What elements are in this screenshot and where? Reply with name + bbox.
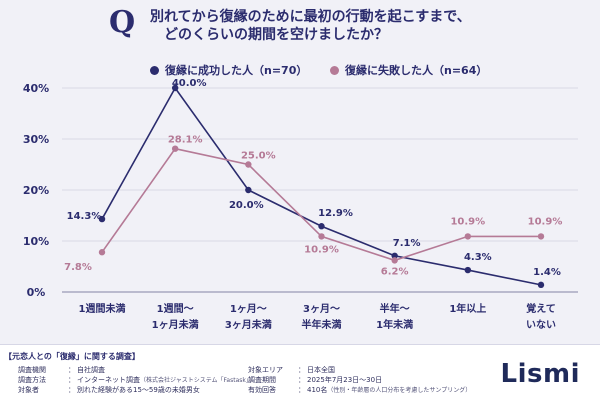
data-label-success: 20.0%: [229, 200, 264, 211]
data-point-success: [464, 266, 472, 274]
survey-key: 有効回答: [248, 386, 276, 394]
legend-item-success: 復縁に成功した人（n=70）: [150, 62, 307, 78]
x-tick-label: 半年〜: [380, 302, 410, 315]
data-label-failure: 6.2%: [381, 266, 409, 277]
line-chart: 0% 10% 20% 30% 40% 1週間未満 1週間〜 1ヶ月未満 1ヶ月〜 3ヶ月未満 3ヶ月…: [23, 78, 578, 331]
data-label-failure: 10.9%: [528, 216, 563, 227]
question-q-icon: Q: [109, 5, 136, 40]
x-tick-label: 半年未満: [302, 318, 342, 331]
survey-row-method: 調査方法 ：インターネット調査（株式会社ジャストシステム「Fastask」）: [18, 375, 255, 385]
chart-title-line-2: どのくらいの期間を空けましたか？: [164, 27, 388, 43]
survey-separator: ：: [68, 366, 75, 374]
data-label-failure: 10.9%: [304, 244, 339, 255]
data-label-failure: 28.1%: [168, 135, 203, 146]
data-label-success: 7.1%: [393, 238, 421, 249]
survey-value: インターネット調査: [77, 376, 140, 384]
chart-title-line-1: 別れてから復縁のために最初の行動を起こすまで、: [150, 9, 471, 25]
survey-row-agency: 調査機関 ：自社調査: [18, 365, 105, 375]
survey-row-period: 調査期間 ： 2025年7月23日〜30日: [248, 375, 382, 385]
y-tick-label: 0%: [27, 286, 46, 299]
survey-value: 410名: [307, 386, 328, 394]
data-label-success: 40.0%: [172, 78, 207, 89]
survey-value: 2025年7月23日〜30日: [307, 376, 383, 384]
data-point-failure: [98, 249, 106, 256]
data-label-success: 12.9%: [318, 208, 353, 219]
y-tick-label: 30%: [23, 133, 49, 146]
data-label-failure: 25.0%: [241, 151, 276, 162]
data-point-failure: [464, 233, 472, 240]
data-point-failure: [318, 233, 325, 240]
x-tick-label: 1週間未満: [79, 302, 126, 315]
data-point-failure: [171, 145, 179, 152]
chart-title-area: Q 別れてから復縁のために最初の行動を起こすまで、 どのくらいの期間を空けました…: [0, 0, 600, 48]
y-tick-label: 40%: [23, 82, 49, 95]
y-tick-label: 10%: [23, 235, 49, 248]
data-label-success: 14.3%: [67, 211, 102, 222]
chart-legend: 復縁に成功した人（n=70） 復縁に失敗した人（n=64）: [150, 62, 570, 78]
x-tick-label: 1週間〜: [157, 303, 194, 315]
x-tick-label: 1ヶ月未満: [152, 318, 199, 331]
survey-key: 調査方法: [18, 376, 46, 384]
x-tick-label: 3ヶ月〜: [303, 303, 340, 315]
legend-success-dot-icon: [150, 65, 159, 75]
survey-row-responses: 有効回答 ： 410名（性別・年齢層の人口分布を考慮したサンプリング）: [248, 385, 471, 395]
data-point-success: [318, 223, 325, 230]
legend-item-failure: 復縁に失敗した人（n=64）: [330, 62, 487, 78]
x-tick-label: 1年未満: [376, 318, 413, 331]
survey-key: 調査機関: [18, 366, 46, 374]
data-point-success: [245, 186, 252, 194]
survey-key: 対象者: [18, 386, 39, 394]
survey-row-target: 対象者 ：別れた経験がある15〜59歳の未婚男女: [18, 385, 200, 395]
data-point-failure: [391, 257, 398, 264]
survey-row-area: 対象エリア ：日本全国: [248, 365, 335, 375]
legend-failure-label: 復縁に失敗した人（n=64）: [345, 64, 488, 77]
survey-key: 調査期間: [248, 376, 276, 384]
survey-separator: ：: [298, 366, 305, 374]
survey-separator: ：: [68, 376, 75, 384]
survey-info-footer: 【元恋人との「復縁」に関する調査】 調査機関：自社調査 調査方法：インターネット…: [0, 344, 600, 400]
survey-note: （株式会社ジャストシステム「Fastask」）: [140, 377, 255, 384]
data-point-failure: [245, 161, 252, 168]
data-label-failure: 10.9%: [450, 216, 485, 227]
x-tick-label: 1ヶ月〜: [230, 303, 267, 315]
lismi-logo: Lismi: [500, 359, 580, 389]
data-point-failure: [537, 233, 545, 240]
survey-key: 対象エリア: [248, 366, 283, 374]
survey-value: 別れた経験がある15〜59歳の未婚男女: [77, 386, 200, 394]
data-label-failure: 7.8%: [64, 262, 92, 273]
survey-value: 自社調査: [77, 366, 105, 374]
data-point-success: [391, 252, 398, 259]
survey-note: （性別・年齢層の人口分布を考慮したサンプリング）: [327, 387, 472, 394]
x-tick-label: 1年以上: [449, 302, 486, 315]
x-tick-label: 3ヶ月未満: [225, 318, 272, 331]
legend-failure-dot-icon: [330, 65, 339, 75]
survey-separator: ：: [68, 386, 75, 394]
legend-success-label: 復縁に成功した人（n=70）: [165, 64, 308, 77]
survey-separator: ：: [298, 386, 305, 394]
y-tick-label: 20%: [23, 184, 49, 197]
data-label-success: 1.4%: [533, 267, 561, 278]
data-point-success: [537, 281, 545, 289]
survey-separator: ：: [298, 376, 305, 384]
data-point-success: [171, 84, 179, 92]
x-tick-label: 覚えて: [526, 302, 556, 315]
survey-value: 日本全国: [307, 366, 335, 374]
survey-title: 【元恋人との「復縁」に関する調査】: [4, 352, 140, 361]
data-label-success: 4.3%: [464, 252, 492, 263]
x-tick-label: いない: [526, 319, 556, 331]
data-point-success: [98, 215, 106, 223]
